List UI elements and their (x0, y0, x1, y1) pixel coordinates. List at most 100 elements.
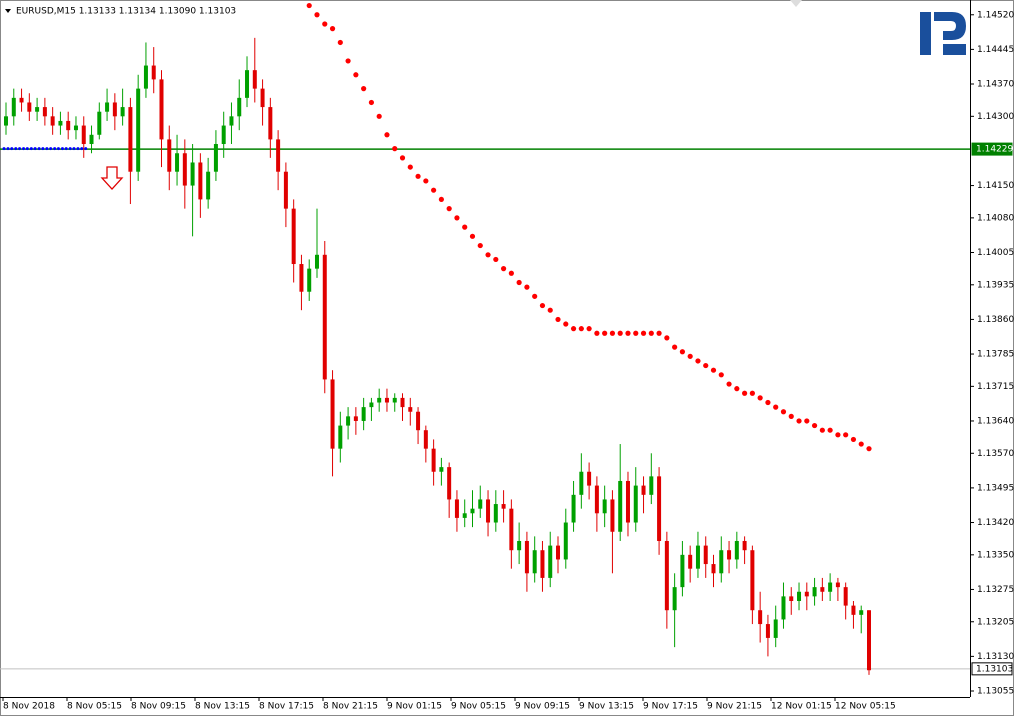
sar-dot (415, 173, 421, 179)
candle-body (89, 134, 94, 145)
sar-dot (524, 284, 530, 290)
blue-dot (29, 147, 33, 151)
candle-body (128, 107, 133, 172)
candle-body (143, 65, 148, 89)
candle-body (182, 153, 187, 186)
candle-body (594, 485, 599, 514)
blue-dot (80, 147, 84, 151)
sar-dot (827, 427, 833, 433)
candle-body (229, 116, 234, 126)
level-label-box (971, 142, 1013, 156)
candle-body (657, 476, 662, 541)
candle-body (765, 624, 770, 638)
sar-dot (617, 330, 623, 336)
candle-body (400, 397, 405, 408)
candle-body (493, 504, 498, 523)
sar-dot (850, 436, 857, 443)
sar-dot (516, 279, 522, 286)
candle-body (377, 397, 382, 403)
candle-body (812, 587, 817, 597)
sar-dot (446, 206, 452, 212)
candle-body (556, 545, 561, 560)
sar-dot (477, 242, 483, 249)
candle-body (835, 582, 840, 588)
candle-body (35, 107, 40, 112)
y-tick-label: 1.13350 (977, 550, 1014, 560)
candle-body (151, 65, 156, 80)
sar-dot (633, 330, 639, 336)
candle-body (447, 467, 452, 500)
candle-body (105, 102, 110, 112)
sar-dot (843, 432, 849, 438)
sar-dot (866, 446, 872, 452)
candle-body (501, 504, 506, 509)
sar-dot (765, 399, 771, 406)
candle-body (789, 596, 794, 601)
sar-dot (462, 224, 468, 230)
candle-body (190, 162, 195, 186)
blue-dot (37, 147, 41, 151)
blue-dot (56, 147, 60, 151)
blue-dot (14, 147, 18, 151)
scroll-marker (790, 0, 802, 7)
candle-body (540, 550, 545, 578)
sar-dot (796, 418, 802, 424)
x-tick-label: 8 Nov 2018 (3, 702, 55, 712)
sar-dot (788, 413, 794, 419)
chart-title: EURUSD,M15 1.13133 1.13134 1.13090 1.131… (16, 7, 236, 17)
sar-dot (672, 344, 678, 350)
sar-dot (361, 86, 367, 92)
candle-body (97, 111, 102, 135)
sar-dot (780, 409, 787, 415)
candle-body (587, 471, 592, 486)
sar-dot (353, 72, 359, 78)
sar-dot (625, 330, 631, 336)
sar-dot (757, 395, 763, 401)
candle-body (245, 70, 250, 98)
y-tick-label: 1.13935 (977, 280, 1014, 290)
candle-body (532, 550, 537, 574)
sar-dot (726, 381, 732, 387)
y-tick-label: 1.13495 (977, 483, 1014, 493)
sar-dot (664, 335, 670, 341)
candle-body (346, 416, 351, 426)
sar-dot (819, 427, 825, 433)
sar-dot (594, 330, 600, 336)
blue-dot (84, 147, 88, 151)
candle-body (734, 540, 739, 560)
candle-body (198, 162, 203, 200)
y-tick-label: 1.14150 (977, 181, 1014, 191)
candle-body (392, 397, 397, 403)
sar-dot (563, 321, 569, 327)
candle-body (299, 264, 304, 292)
sar-dot (399, 155, 406, 161)
blue-dot (10, 147, 14, 151)
sar-dot (454, 215, 460, 221)
x-tick-label: 8 Nov 13:15 (195, 702, 250, 712)
candle-body (283, 171, 288, 209)
candle-body (680, 554, 685, 588)
sar-dot (804, 418, 810, 424)
sar-dot (656, 330, 662, 336)
candle-body (81, 125, 86, 145)
sell-arrow (100, 166, 124, 190)
y-tick-label: 1.14520 (977, 10, 1014, 20)
candle-body (4, 116, 8, 126)
sar-dot (368, 99, 375, 106)
y-tick-label: 1.13055 (977, 686, 1014, 696)
x-tick-label: 9 Nov 21:15 (707, 702, 762, 712)
candle-body (571, 494, 576, 523)
sar-dot (322, 21, 328, 27)
candle-body (416, 411, 421, 431)
sar-dot (710, 367, 717, 373)
y-tick-label: 1.13715 (977, 382, 1014, 392)
candle-body (820, 587, 825, 592)
candle-body (711, 564, 716, 574)
sar-dot (384, 132, 390, 138)
menu-arrow[interactable] (5, 9, 11, 13)
y-tick-label: 1.14445 (977, 45, 1014, 55)
candle-body (50, 116, 55, 126)
sar-dot (376, 113, 382, 119)
candle-body (563, 522, 568, 560)
